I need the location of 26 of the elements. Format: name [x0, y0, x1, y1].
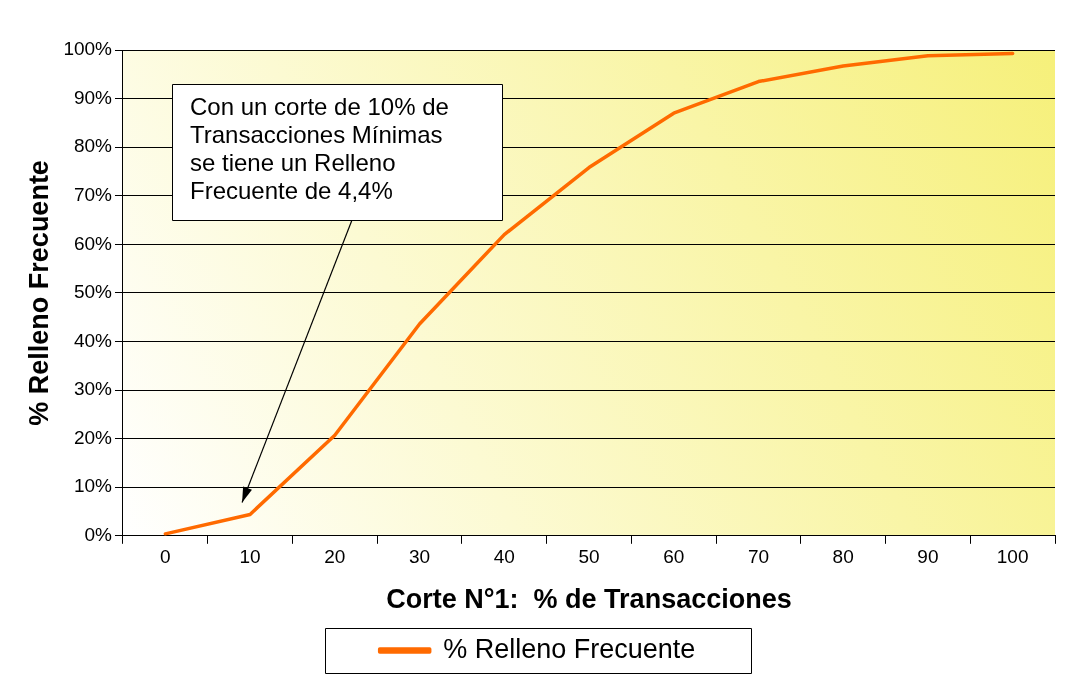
- annotation: Con un corte de 10% de Transacciones Mínimas se tiene un Relleno Frecuente de 4,4%: [190, 92, 449, 204]
- y-tick-label: 30%: [73, 378, 113, 400]
- x-tick-label: 30: [408, 546, 431, 568]
- x-tick-label: 0: [160, 546, 171, 568]
- x-tick-label: 40: [493, 546, 515, 568]
- x-tick-label: 100: [996, 546, 1029, 568]
- x-axis-title: Corte N°1: % de Transacciones: [386, 584, 792, 615]
- y-tick-label: 70%: [73, 183, 113, 205]
- y-tick-label: 80%: [73, 135, 113, 157]
- y-tick-label: 10%: [73, 475, 113, 497]
- y-tick-label: 20%: [73, 426, 113, 448]
- x-tick-label: 80: [832, 546, 854, 568]
- y-tick-label: 60%: [73, 232, 113, 254]
- x-tick-label: 10: [239, 546, 261, 568]
- y-tick-label: 0%: [84, 524, 113, 546]
- y-tick-label: 50%: [73, 281, 113, 303]
- y-axis-title: % Relleno Frecuente: [23, 160, 54, 426]
- x-tick-label: 50: [578, 546, 600, 568]
- x-tick-label: 60: [663, 546, 685, 568]
- y-tick-label: 40%: [73, 329, 113, 351]
- legend-label: % Relleno Frecuente: [443, 633, 696, 664]
- x-tick-label: 20: [324, 546, 346, 568]
- x-tick-label: 70: [747, 546, 770, 568]
- y-tick-label: 100%: [63, 38, 113, 60]
- x-tick-label: 90: [917, 546, 939, 568]
- y-tick-label: 90%: [73, 86, 113, 108]
